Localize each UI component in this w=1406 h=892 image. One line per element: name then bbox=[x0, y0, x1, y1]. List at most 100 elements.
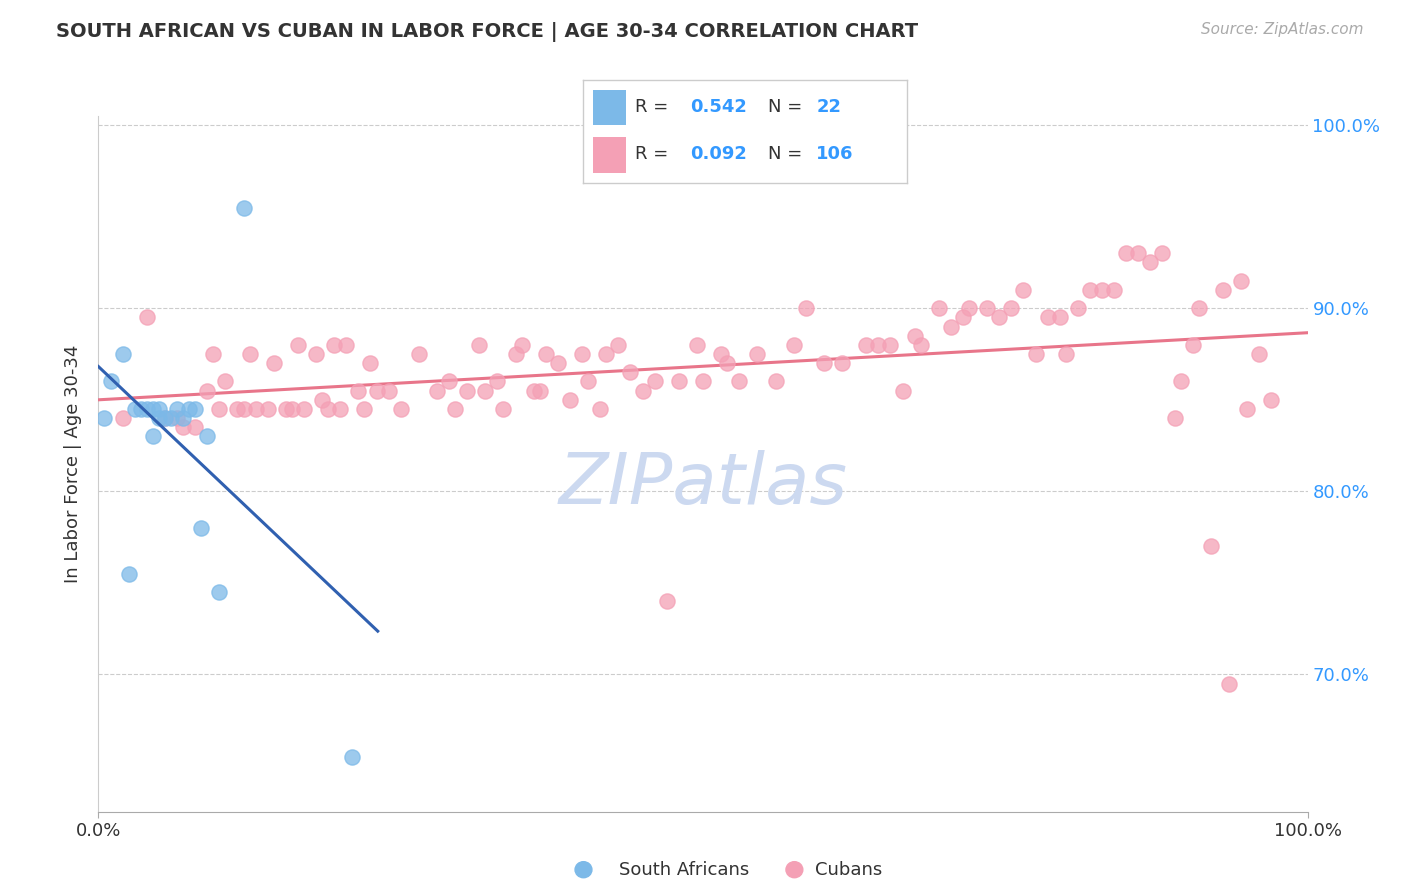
Text: 22: 22 bbox=[817, 98, 841, 116]
Point bbox=[576, 375, 599, 389]
Point bbox=[891, 384, 914, 398]
Point bbox=[342, 749, 364, 764]
Point bbox=[1152, 246, 1174, 260]
Point bbox=[879, 338, 901, 352]
Point bbox=[668, 375, 690, 389]
Point bbox=[179, 401, 201, 416]
Point bbox=[1188, 301, 1211, 316]
Point bbox=[142, 429, 165, 443]
Point bbox=[510, 338, 533, 352]
Point bbox=[589, 401, 612, 416]
Point bbox=[486, 375, 509, 389]
Point bbox=[939, 319, 962, 334]
Point bbox=[1000, 301, 1022, 316]
Point bbox=[256, 401, 278, 416]
Point bbox=[1049, 310, 1071, 325]
Point bbox=[747, 347, 769, 361]
Text: 106: 106 bbox=[817, 145, 853, 163]
Point bbox=[1236, 401, 1258, 416]
Text: South Africans: South Africans bbox=[619, 861, 749, 879]
Point bbox=[492, 401, 515, 416]
Point bbox=[335, 338, 357, 352]
Point bbox=[305, 347, 328, 361]
Point bbox=[1249, 347, 1271, 361]
Point bbox=[153, 411, 176, 425]
Point bbox=[595, 347, 617, 361]
Point bbox=[1036, 310, 1059, 325]
Text: 0.092: 0.092 bbox=[690, 145, 747, 163]
Point bbox=[281, 401, 304, 416]
Point bbox=[172, 411, 194, 425]
Point bbox=[686, 338, 709, 352]
Point bbox=[558, 392, 581, 407]
Point bbox=[710, 347, 733, 361]
Point bbox=[1128, 246, 1150, 260]
Point bbox=[118, 566, 141, 581]
Point bbox=[1170, 375, 1192, 389]
Point bbox=[93, 411, 115, 425]
Point bbox=[765, 375, 787, 389]
Point bbox=[534, 347, 557, 361]
Point bbox=[160, 411, 183, 425]
Point bbox=[794, 301, 817, 316]
Point bbox=[952, 310, 974, 325]
Point bbox=[437, 375, 460, 389]
Point bbox=[1212, 283, 1234, 297]
Text: N =: N = bbox=[768, 98, 801, 116]
Text: SOUTH AFRICAN VS CUBAN IN LABOR FORCE | AGE 30-34 CORRELATION CHART: SOUTH AFRICAN VS CUBAN IN LABOR FORCE | … bbox=[56, 22, 918, 42]
Point bbox=[813, 356, 835, 370]
Point bbox=[323, 338, 346, 352]
Point bbox=[166, 401, 188, 416]
Point bbox=[111, 347, 134, 361]
Point bbox=[347, 384, 370, 398]
Point bbox=[1078, 283, 1101, 297]
Text: Cubans: Cubans bbox=[815, 861, 883, 879]
Point bbox=[111, 411, 134, 425]
Point bbox=[135, 310, 157, 325]
Point bbox=[631, 384, 654, 398]
Point bbox=[124, 401, 146, 416]
Point bbox=[529, 384, 551, 398]
Point bbox=[311, 392, 333, 407]
Point bbox=[214, 375, 236, 389]
Point bbox=[329, 401, 352, 416]
Point bbox=[976, 301, 998, 316]
Point bbox=[166, 411, 188, 425]
Text: Source: ZipAtlas.com: Source: ZipAtlas.com bbox=[1201, 22, 1364, 37]
Point bbox=[208, 585, 231, 599]
Point bbox=[226, 401, 249, 416]
Point bbox=[100, 375, 122, 389]
Point bbox=[232, 401, 254, 416]
Point bbox=[287, 338, 309, 352]
Text: N =: N = bbox=[768, 145, 801, 163]
Point bbox=[1054, 347, 1077, 361]
Point bbox=[426, 384, 449, 398]
Point bbox=[456, 384, 478, 398]
Point bbox=[239, 347, 262, 361]
Point bbox=[148, 401, 170, 416]
Point bbox=[1102, 283, 1125, 297]
Text: R =: R = bbox=[636, 145, 668, 163]
Point bbox=[782, 338, 804, 352]
Point bbox=[129, 401, 152, 416]
Point bbox=[505, 347, 527, 361]
Point bbox=[1218, 676, 1240, 690]
Point bbox=[1024, 347, 1046, 361]
Point bbox=[274, 401, 297, 416]
Point bbox=[232, 201, 254, 215]
Point bbox=[474, 384, 496, 398]
Point bbox=[855, 338, 877, 352]
Point bbox=[904, 328, 927, 343]
Point bbox=[831, 356, 853, 370]
Point bbox=[1199, 539, 1222, 553]
Point bbox=[153, 411, 176, 425]
Point bbox=[957, 301, 980, 316]
Point bbox=[619, 365, 641, 379]
Point bbox=[468, 338, 491, 352]
Point bbox=[172, 420, 194, 434]
Point bbox=[1181, 338, 1204, 352]
Point bbox=[263, 356, 285, 370]
Point bbox=[360, 356, 382, 370]
Point bbox=[444, 401, 467, 416]
Point bbox=[1091, 283, 1114, 297]
